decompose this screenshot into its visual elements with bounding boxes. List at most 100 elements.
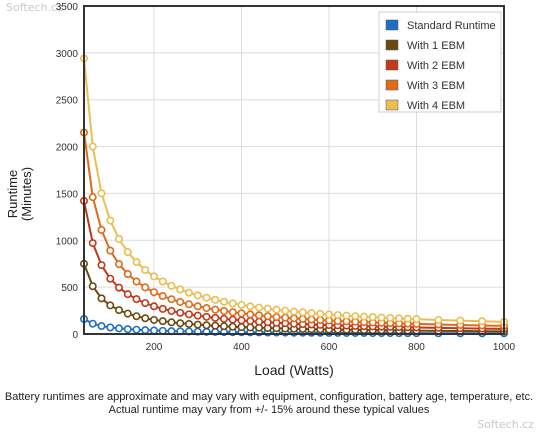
data-point (115, 234, 124, 243)
data-point (377, 313, 386, 322)
data-point (132, 295, 141, 304)
data-point (202, 312, 211, 321)
data-point (255, 303, 264, 312)
data-point (272, 313, 281, 322)
data-point (272, 305, 281, 314)
y-tick-label: 0 (72, 330, 78, 341)
data-point (106, 301, 115, 310)
y-axis-label-line1: Runtime (5, 169, 20, 219)
data-point (263, 304, 272, 313)
data-point (115, 283, 124, 292)
data-point (237, 316, 246, 325)
data-point (220, 322, 229, 331)
data-point (141, 326, 150, 335)
data-point (281, 313, 290, 322)
data-point (88, 193, 97, 202)
data-point (202, 304, 211, 313)
footnote-line1: Battery runtimes are approximate and may… (4, 391, 534, 403)
data-point (333, 311, 342, 320)
data-point (150, 272, 159, 281)
data-point (167, 306, 176, 315)
data-point (185, 288, 194, 297)
data-point (193, 320, 202, 329)
data-point (167, 295, 176, 304)
x-tick-label: 400 (233, 342, 250, 353)
legend-swatch (385, 99, 399, 111)
data-point (150, 302, 159, 311)
data-point (158, 317, 167, 326)
y-tick-label: 1000 (56, 236, 79, 247)
data-point (228, 315, 237, 324)
data-point (342, 311, 351, 320)
data-point (434, 315, 443, 324)
data-point (141, 265, 150, 274)
x-tick-label: 1000 (493, 342, 516, 353)
data-point (298, 314, 307, 323)
data-point (123, 270, 132, 279)
data-point (123, 290, 132, 299)
data-point (185, 319, 194, 328)
data-point (211, 321, 220, 330)
data-point (176, 297, 185, 306)
data-point (246, 323, 255, 332)
data-point (394, 314, 403, 323)
data-point (185, 310, 194, 319)
data-point (220, 314, 229, 323)
legend-swatch (385, 59, 399, 71)
data-point (132, 325, 141, 334)
data-point (246, 317, 255, 326)
data-point (123, 325, 132, 334)
legend-label: With 1 EBM (407, 40, 465, 52)
data-point (123, 248, 132, 257)
plot-border (83, 5, 505, 335)
data-point (97, 294, 106, 303)
y-tick-label: 3000 (56, 49, 79, 60)
data-point (193, 302, 202, 311)
data-point (202, 321, 211, 330)
data-point (255, 317, 264, 326)
data-point (97, 225, 106, 234)
data-point (237, 309, 246, 318)
data-point (106, 274, 115, 283)
data-point (228, 322, 237, 331)
legend-swatch (385, 19, 399, 31)
data-point (141, 299, 150, 308)
data-point (403, 314, 412, 323)
data-point (246, 310, 255, 319)
legend-swatch (385, 39, 399, 51)
data-point (88, 282, 97, 291)
y-tick-label: 1500 (56, 189, 79, 200)
data-point (185, 300, 194, 309)
data-point (106, 246, 115, 255)
data-point (115, 324, 124, 333)
data-point (88, 239, 97, 248)
data-point (106, 216, 115, 225)
data-point (141, 314, 150, 323)
legend-label: With 4 EBM (407, 100, 465, 112)
data-point (307, 309, 316, 318)
y-axis-label-line2: (Minutes) (19, 166, 34, 222)
data-point (324, 310, 333, 319)
data-point (106, 323, 115, 332)
data-point (228, 308, 237, 317)
data-point (150, 315, 159, 324)
legend-label: With 2 EBM (407, 60, 465, 72)
data-point (132, 258, 141, 267)
data-point (255, 311, 264, 320)
data-point (298, 308, 307, 317)
footnote-line2: Actual runtime may vary from +/- 15% aro… (108, 404, 430, 416)
data-point (132, 277, 141, 286)
y-axis-label: Runtime (Minutes) (5, 134, 34, 254)
x-axis-label: Load (Watts) (254, 362, 334, 378)
data-point (456, 316, 465, 325)
data-point (97, 189, 106, 198)
data-point (289, 314, 298, 323)
legend-box (378, 11, 502, 113)
data-point (246, 302, 255, 311)
data-point (211, 295, 220, 304)
y-tick-label: 2000 (56, 143, 79, 154)
data-point (412, 315, 421, 324)
data-point (176, 319, 185, 328)
data-point (237, 323, 246, 332)
x-tick-label: 800 (408, 342, 425, 353)
